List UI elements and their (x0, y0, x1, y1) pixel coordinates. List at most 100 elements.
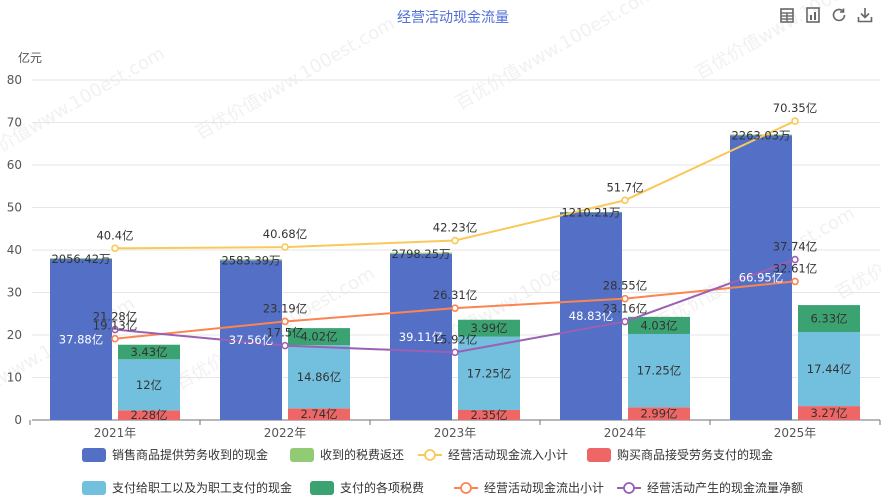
legend-item-label: 收到的税费返还 (320, 447, 404, 462)
bar-tax-refund (390, 252, 452, 254)
legend-bar-swatch (82, 448, 106, 462)
label-outflow-segment: 6.33亿 (810, 312, 847, 326)
bar-outflow-segment (288, 345, 350, 409)
line-point-label: 21.28亿 (93, 310, 137, 324)
label-outflow-segment: 4.03亿 (640, 318, 677, 332)
line-point-label: 17.5亿 (266, 326, 303, 340)
bar-outflow-segment (628, 407, 690, 420)
legend-item-label: 支付给职工以及为职工支付的现金 (112, 480, 292, 495)
bar-series (50, 134, 860, 420)
bar-outflow-segment (288, 328, 350, 346)
bar-tax-refund (220, 259, 282, 261)
legend-item-label: 购买商品接受劳务支付的现金 (617, 447, 773, 462)
legend-item-label: 经营活动现金流入小计 (448, 447, 568, 462)
label-outflow-segment: 17.44亿 (807, 362, 851, 376)
label-outflow-segment: 14.86亿 (297, 370, 341, 384)
line-point-label: 70.35亿 (773, 101, 817, 115)
bar-outflow-segment (798, 331, 860, 407)
bar-sales-cash (390, 253, 452, 420)
bar-outflow-segment (118, 410, 180, 420)
label-outflow-segment: 2.35亿 (470, 408, 507, 422)
label-outflow-segment: 2.74亿 (300, 407, 337, 421)
x-axis-ticks: 2021年 2022年 2023年 2024年 2025年 (29, 420, 881, 440)
restore-icon[interactable] (830, 6, 848, 24)
bar-outflow-segment (288, 408, 350, 420)
bar-tax-refund (50, 258, 112, 260)
y-tick-label: 10 (7, 371, 22, 385)
data-labels: 2056.42万 37.88亿 2583.39万 37.56亿 2798.25万 39.1… (51, 101, 851, 422)
line-point (111, 244, 119, 253)
download-icon[interactable] (856, 6, 874, 24)
y-tick-label: 30 (7, 286, 22, 300)
label-tax-refund: 2583.39万 (221, 253, 280, 267)
y-tick-label: 80 (7, 73, 22, 87)
label-outflow-segment: 3.99亿 (470, 321, 507, 335)
legend-bar-swatch (587, 448, 611, 462)
line-point (621, 196, 629, 205)
watermark-text: 百优价值www.100est.com (832, 173, 881, 304)
label-sales-cash: 37.88亿 (59, 333, 103, 347)
label-tax-refund: 2798.25万 (391, 247, 450, 261)
y-axis-unit: 亿元 (18, 50, 42, 65)
y-tick-label: 60 (7, 158, 22, 172)
line-point (451, 348, 459, 357)
legend-item-label: 销售商品提供劳务收到的现金 (112, 447, 268, 462)
label-sales-cash: 37.56亿 (229, 333, 273, 347)
label-outflow-segment: 3.27亿 (810, 406, 847, 420)
label-outflow-segment: 3.43亿 (130, 345, 167, 359)
line-point (281, 243, 289, 251)
bar-outflow-segment (798, 406, 860, 420)
bar-tax-refund (730, 134, 792, 136)
legend: 销售商品提供劳务收到的现金 收到的税费返还 经营活动现金流入小计 购买商品接受劳务支付… (82, 447, 803, 495)
bar-outflow-segment (118, 359, 180, 411)
y-tick-label: 50 (7, 201, 22, 215)
line-point (111, 334, 119, 343)
label-sales-cash: 66.95亿 (739, 271, 783, 285)
legend-line-marker (424, 449, 436, 461)
line-point-label: 26.31亿 (433, 288, 477, 302)
legend-line-marker (623, 482, 635, 494)
label-sales-cash: 39.11亿 (399, 330, 443, 344)
line-point-label: 32.61亿 (773, 261, 817, 275)
label-outflow-segment: 2.28亿 (130, 408, 167, 422)
y-tick-label: 20 (7, 328, 22, 342)
chart-title: 经营活动现金流量 (397, 10, 509, 26)
line-point-label: 37.74亿 (773, 240, 817, 254)
x-tick-label: 2023年 (434, 426, 477, 440)
bar-tax-refund (560, 211, 622, 213)
label-outflow-segment: 2.99亿 (640, 407, 677, 421)
line-series (111, 117, 799, 357)
line-point (621, 294, 629, 303)
label-tax-refund: 2263.03万 (731, 128, 790, 142)
y-axis-ticks: 0 10 20 30 40 50 60 70 80 (7, 73, 22, 427)
bar-chart-icon[interactable] (804, 6, 822, 24)
legend-line-marker (460, 482, 472, 494)
line-point-label: 28.55亿 (603, 279, 647, 293)
bar-sales-cash (50, 259, 112, 420)
legend-item-label: 经营活动现金流出小计 (484, 480, 604, 495)
bar-sales-cash (730, 135, 792, 420)
line-point (791, 255, 799, 264)
legend-item-label: 经营活动产生的现金流量净额 (647, 480, 803, 495)
x-tick-label: 2021年 (94, 426, 137, 440)
label-outflow-segment: 12亿 (136, 378, 162, 392)
line-point (621, 317, 629, 326)
bar-outflow-segment (118, 344, 180, 360)
label-tax-refund: 1210.21万 (561, 205, 620, 219)
watermark-text: 百优价值www.100est.com (192, 13, 398, 144)
label-outflow-segment: 17.25亿 (637, 364, 681, 378)
line-point (111, 325, 119, 334)
line-point (451, 304, 459, 312)
y-tick-label: 70 (7, 116, 22, 130)
y-tick-label: 0 (14, 413, 22, 427)
line-point-label: 42.23亿 (433, 221, 477, 235)
y-tick-label: 40 (7, 243, 22, 257)
line-point-label: 15.92亿 (433, 332, 477, 346)
line-point-label: 23.16亿 (603, 302, 647, 316)
x-tick-label: 2022年 (264, 426, 307, 440)
x-tick-label: 2024年 (604, 426, 647, 440)
label-tax-refund: 2056.42万 (51, 252, 110, 266)
data-view-icon[interactable] (778, 6, 796, 24)
line-point (791, 277, 799, 286)
